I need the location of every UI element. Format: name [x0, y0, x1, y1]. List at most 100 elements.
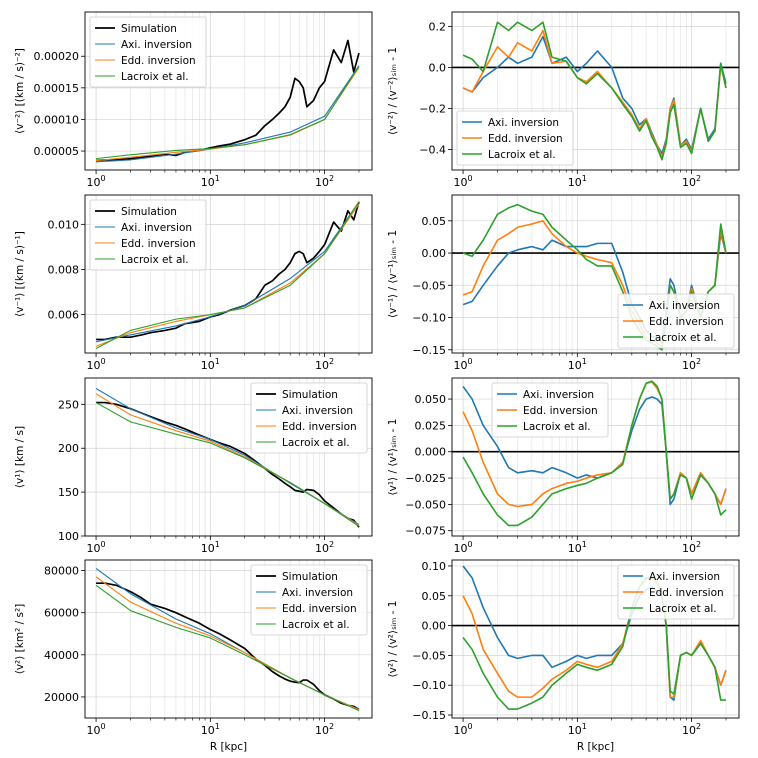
x-tick-label: 102 [315, 540, 334, 555]
legend: Axi. inversion Edd. inversion Lacroix et a… [456, 110, 574, 166]
legend-label: Lacroix et al. [282, 437, 350, 449]
y-tick-label: 250 [58, 398, 79, 411]
legend-label: Edd. inversion [649, 587, 724, 599]
legend-label: Edd. inversion [282, 421, 357, 433]
y-tick-label: 20000 [44, 691, 79, 704]
y-tick-label: −0.4 [419, 143, 446, 156]
x-tick-label: 100 [87, 540, 106, 555]
y-tick-label: −0.050 [405, 498, 446, 511]
series-line-lacroix-et-al- [462, 380, 727, 527]
axes-frame [84, 377, 373, 537]
panel-8: 100 101 102 −0.15 −0.10 −0.05 0.00 0.05 0.10 ⟨v²⟩… [387, 559, 740, 753]
axes-frame [451, 377, 740, 537]
series-line-axi-inversion [462, 35, 727, 155]
legend-box [250, 564, 368, 636]
series-line-lacroix-et-al- [95, 201, 360, 349]
x-tick-label: 101 [201, 174, 220, 189]
legend-label: Lacroix et al. [121, 71, 189, 83]
axes-frame [451, 559, 740, 719]
series-line-simulation [96, 401, 360, 528]
legend-label: Axi. inversion [282, 405, 353, 417]
legend-label: Axi. inversion [121, 39, 192, 51]
legend-box [617, 564, 735, 620]
legend-label: Lacroix et al. [121, 254, 189, 266]
y-tick-label: −0.10 [412, 679, 446, 692]
x-tick-label: 101 [201, 357, 220, 372]
x-axis-label: R [kpc] [210, 741, 247, 753]
series-group [462, 380, 727, 527]
series-line-axi-inversion [96, 65, 360, 163]
x-axis-label: R [kpc] [577, 741, 614, 753]
y-tick-label: 0.00010 [34, 113, 80, 126]
legend-label: Lacroix et al. [282, 619, 350, 631]
legend: Simulation Axi. inversion Edd. inversion La… [89, 16, 207, 88]
legend-label: Axi. inversion [649, 300, 720, 312]
axes-frame [84, 194, 373, 354]
legend-label: Edd. inversion [121, 55, 196, 67]
y-tick-label: 0.006 [48, 309, 80, 322]
legend-label: Lacroix et al. [523, 421, 591, 433]
panel-5: 100 101 102 100 150 200 250 ⟨v¹⟩ [km / s] Simula… [14, 377, 373, 555]
y-tick-label: 100 [58, 530, 79, 543]
x-tick-label: 100 [87, 722, 106, 737]
series-group [95, 201, 360, 349]
legend-box [491, 382, 609, 438]
legend-label: Axi. inversion [649, 571, 720, 583]
x-tick-label: 102 [682, 540, 701, 555]
x-tick-label: 102 [682, 357, 701, 372]
y-axis-label: ⟨v²⟩ / ⟨v²⟩ₛᵢₘ - 1 [387, 601, 399, 678]
series-line-lacroix-et-al- [95, 402, 360, 527]
legend-label: Simulation [121, 23, 177, 35]
y-tick-label: 0.00020 [34, 50, 80, 63]
legend: Simulation Axi. inversion Edd. inversion La… [250, 564, 368, 636]
series-line-simulation [96, 201, 360, 341]
x-tick-label: 101 [201, 540, 220, 555]
panel-2: 100 101 102 −0.4 −0.2 0.0 0.2 ⟨v⁻²⟩ / ⟨v⁻²⟩ₛᵢₘ … [387, 11, 740, 189]
y-tick-label: 80000 [44, 565, 79, 578]
legend-label: Axi. inversion [523, 389, 594, 401]
y-tick-label: 200 [58, 442, 79, 455]
panel-3: 100 101 102 0.006 0.008 0.010 ⟨v⁻¹⟩ [(km / s)⁻… [14, 194, 373, 372]
x-tick-label: 101 [201, 722, 220, 737]
y-axis-label: ⟨v¹⟩ / ⟨v¹⟩ₛᵢₘ - 1 [387, 419, 399, 496]
x-tick-label: 101 [568, 174, 587, 189]
y-tick-label: −0.05 [412, 279, 446, 292]
legend-label: Edd. inversion [121, 238, 196, 250]
legend-label: Simulation [121, 206, 177, 218]
legend-label: Simulation [282, 571, 338, 583]
series-group [462, 21, 727, 161]
legend-box [89, 16, 207, 88]
y-tick-label: 60000 [44, 607, 79, 620]
legend-label: Axi. inversion [121, 222, 192, 234]
y-tick-label: 0.010 [48, 218, 80, 231]
axes-frame [84, 559, 373, 719]
series-line-lacroix-et-al- [462, 21, 727, 161]
y-axis-label: ⟨v⁻²⟩ / ⟨v⁻²⟩ₛᵢₘ - 1 [387, 47, 399, 135]
x-tick-label: 102 [682, 722, 701, 737]
legend-box [456, 110, 574, 166]
y-tick-label: 0.05 [422, 590, 447, 603]
axes-frame [451, 11, 740, 171]
legend: Simulation Axi. inversion Edd. inversion La… [89, 199, 207, 271]
x-tick-label: 100 [454, 722, 473, 737]
series-line-lacroix-et-al- [96, 66, 360, 160]
legend: Simulation Axi. inversion Edd. inversion La… [250, 382, 368, 454]
series-group [96, 39, 360, 163]
legend-label: Lacroix et al. [649, 603, 717, 615]
x-tick-label: 100 [454, 174, 473, 189]
x-tick-label: 102 [682, 174, 701, 189]
y-tick-label: 0.2 [429, 20, 447, 33]
legend-label: Edd. inversion [282, 603, 357, 615]
legend: Axi. inversion Edd. inversion Lacroix et a… [491, 382, 609, 438]
y-tick-label: −0.075 [405, 525, 446, 538]
y-axis-label: ⟨v⁻¹⟩ / ⟨v⁻¹⟩ₛᵢₘ - 1 [387, 230, 399, 318]
y-tick-label: −0.10 [412, 312, 446, 325]
y-tick-label: 0.025 [415, 419, 447, 432]
series-group [95, 388, 360, 528]
legend-label: Simulation [282, 389, 338, 401]
y-tick-label: 0.0 [429, 61, 447, 74]
legend-label: Edd. inversion [523, 405, 598, 417]
legend-box [89, 199, 207, 271]
x-tick-label: 100 [87, 357, 106, 372]
